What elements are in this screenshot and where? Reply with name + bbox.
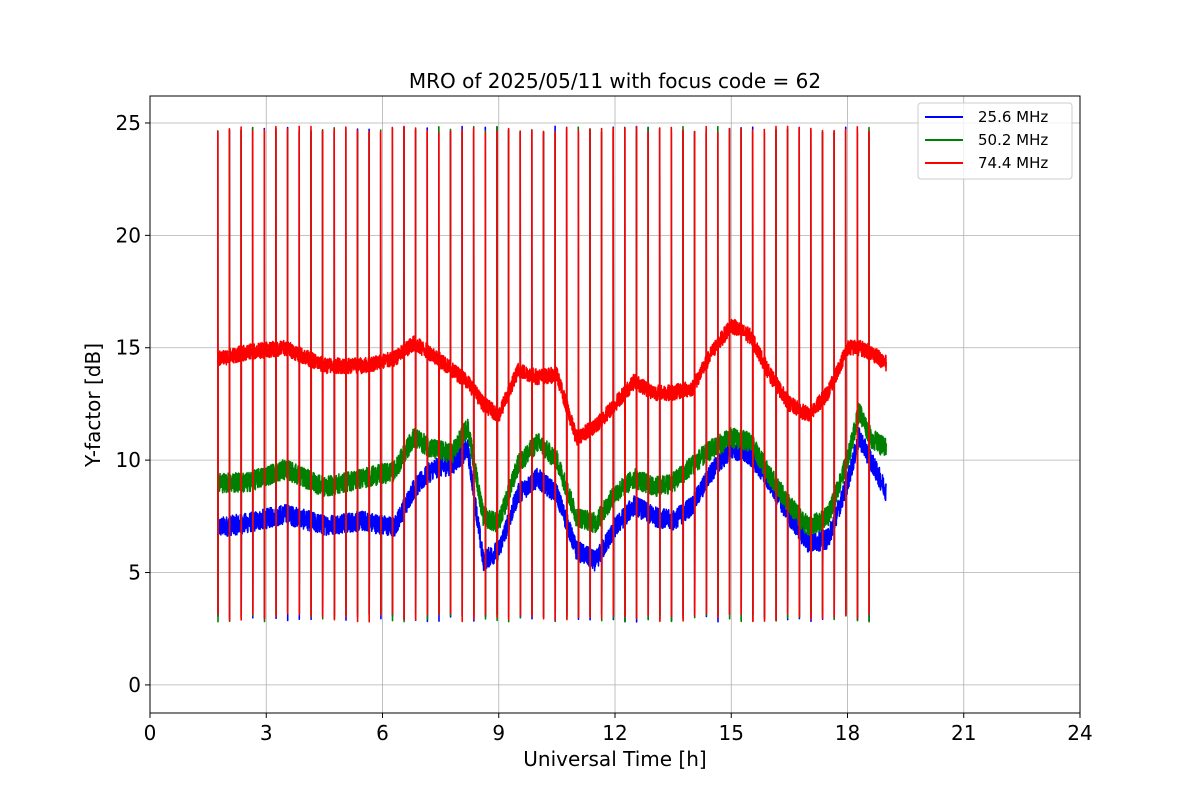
x-tick-label: 9: [492, 721, 505, 745]
series-line-2: [217, 125, 887, 623]
x-axis-label: Universal Time [h]: [523, 747, 706, 771]
x-tick-label: 15: [719, 721, 744, 745]
series-line-3: [217, 125, 887, 623]
y-tick-label: 15: [116, 336, 141, 360]
y-tick-label: 10: [116, 448, 141, 472]
chart-title: MRO of 2025/05/11 with focus code = 62: [409, 69, 821, 93]
x-tick-label: 12: [602, 721, 627, 745]
x-tick-label: 6: [376, 721, 389, 745]
x-tick-label: 21: [951, 721, 976, 745]
x-tick-label: 0: [144, 721, 157, 745]
legend-label-series-2: 50.2 MHz: [978, 131, 1048, 149]
y-tick-label: 25: [116, 111, 141, 135]
y-tick-label: 20: [116, 223, 141, 247]
x-tick-label: 24: [1067, 721, 1092, 745]
x-tick-label: 3: [260, 721, 273, 745]
legend-label-series-3: 74.4 MHz: [978, 154, 1048, 172]
x-tick-label: 18: [835, 721, 860, 745]
y-tick-label: 0: [128, 673, 141, 697]
y-tick-label: 5: [128, 561, 141, 585]
y-axis-label: Y-factor [dB]: [81, 343, 105, 468]
legend-box: [917, 102, 1073, 180]
legend: 25.6 MHz 50.2 MHz 74.4 MHz: [917, 102, 1073, 180]
axis-ticks: 0 3 6 9 12 15 18 21 24 0 5 10 15 20 25: [116, 111, 1093, 745]
plot-area: [217, 125, 887, 623]
series-line-1: [217, 125, 887, 623]
legend-label-series-1: 25.6 MHz: [978, 108, 1048, 126]
